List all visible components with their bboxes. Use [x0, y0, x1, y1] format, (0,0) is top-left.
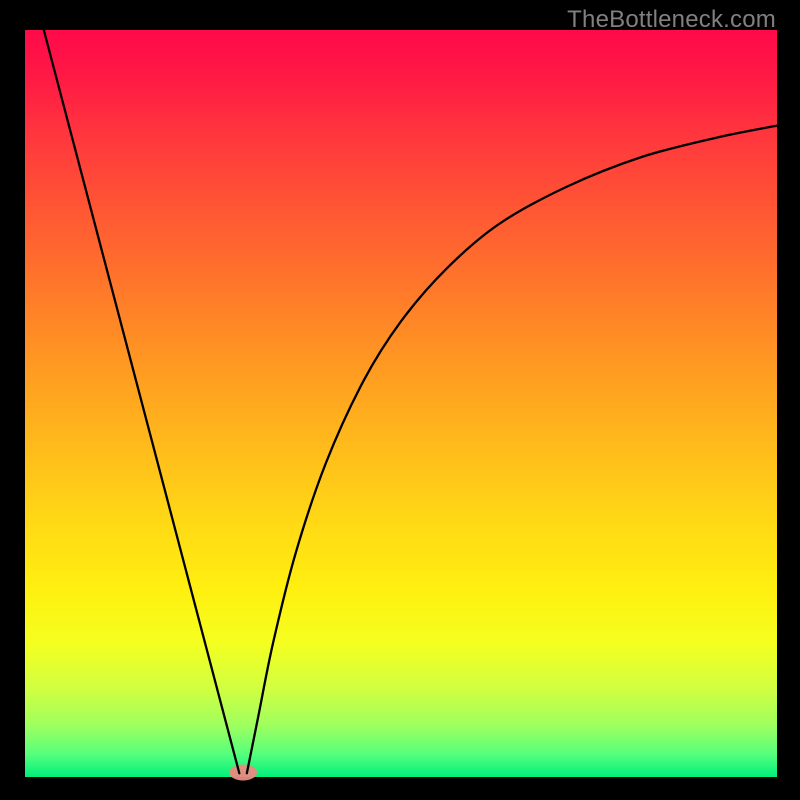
- chart-frame: [25, 30, 777, 777]
- curve-left-branch: [44, 30, 240, 773]
- watermark-text: TheBottleneck.com: [567, 6, 776, 34]
- bottleneck-curve: [25, 30, 777, 777]
- vertex-marker: [229, 765, 257, 781]
- curve-right-branch: [247, 126, 777, 774]
